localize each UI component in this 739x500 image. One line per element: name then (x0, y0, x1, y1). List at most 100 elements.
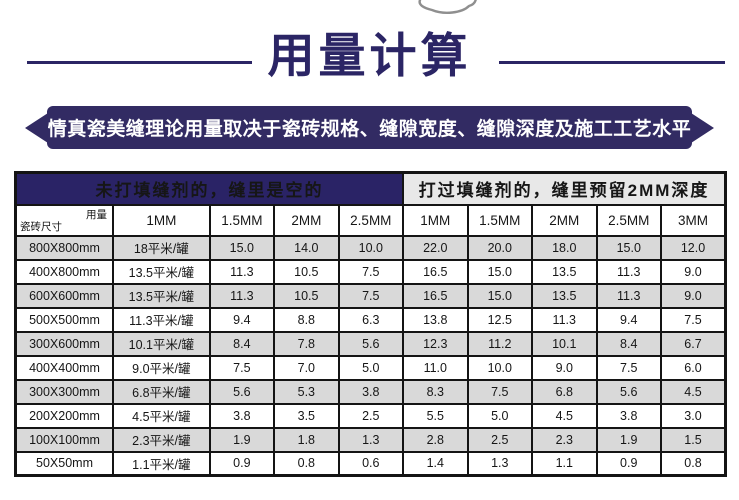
usage-label: 用量 (86, 208, 108, 221)
table-row: 300X300mm 6.8平米/罐 5.6 5.3 3.8 8.3 7.5 6.8 5.6 4.5 (14, 378, 727, 405)
usage-value-cell: 2.3平米/罐 (112, 426, 211, 453)
usage-value-cell: 7.5 (337, 258, 405, 285)
usage-value-cell: 5.6 (595, 378, 662, 405)
usage-value-cell: 5.6 (208, 378, 276, 405)
corner-header: 用量 瓷砖尺寸 (14, 203, 115, 237)
usage-value-cell: 15.0 (466, 258, 534, 285)
tile-size-cell: 500X500mm (14, 306, 115, 333)
usage-table: 未打填缝剂的，缝里是空的 打过填缝剂的，缝里预留2MM深度 用量 瓷砖尺寸 1M… (14, 171, 727, 477)
usage-value-cell: 11.3 (595, 282, 662, 309)
table-row: 800X800mm 18平米/罐 15.0 14.0 10.0 22.0 20.0 18.0 1… (14, 234, 727, 261)
title-line-right (499, 61, 725, 64)
usage-value-cell: 13.5 (531, 258, 598, 285)
usage-value-cell: 20.0 (466, 234, 534, 261)
usage-value-cell: 1.9 (595, 426, 662, 453)
usage-value-cell: 8.8 (273, 306, 340, 333)
usage-value-cell: 1.9 (208, 426, 276, 453)
usage-value-cell: 6.8 (531, 378, 598, 405)
section-header-row: 未打填缝剂的，缝里是空的 打过填缝剂的，缝里预留2MM深度 (14, 171, 727, 206)
usage-value-cell: 11.3 (595, 258, 662, 285)
usage-value-cell: 4.5 (531, 402, 598, 429)
usage-value-cell: 8.3 (402, 378, 469, 405)
table-row: 400X400mm 9.0平米/罐 7.5 7.0 5.0 11.0 10.0 9.0 7.5 6… (14, 354, 727, 381)
table-row: 300X600mm 10.1平米/罐 8.4 7.8 5.6 12.3 11.2 10.1 8.… (14, 330, 727, 357)
usage-value-cell: 11.3 (208, 258, 276, 285)
usage-value-cell: 3.0 (659, 402, 727, 429)
usage-value-cell: 5.6 (337, 330, 405, 357)
column-header: 1MM (112, 203, 211, 237)
usage-value-cell: 10.0 (337, 234, 405, 261)
usage-value-cell: 3.8 (337, 378, 405, 405)
usage-value-cell: 6.8平米/罐 (112, 378, 211, 405)
tile-size-cell: 200X200mm (14, 402, 115, 429)
banner-text: 友情真瓷美缝理论用量取决于瓷砖规格、缝隙宽度、缝隙深度及施工工艺水平。 (28, 119, 711, 140)
usage-value-cell: 2.8 (402, 426, 469, 453)
usage-value-cell: 15.0 (208, 234, 276, 261)
usage-value-cell: 4.5平米/罐 (112, 402, 211, 429)
usage-value-cell: 18.0 (531, 234, 598, 261)
usage-value-cell: 2.5 (466, 426, 534, 453)
usage-value-cell: 5.0 (466, 402, 534, 429)
usage-value-cell: 0.9 (208, 450, 276, 477)
usage-value-cell: 7.5 (659, 306, 727, 333)
column-header: 1MM (402, 203, 469, 237)
usage-value-cell: 12.3 (402, 330, 469, 357)
usage-value-cell: 11.2 (466, 330, 534, 357)
usage-value-cell: 0.8 (659, 450, 727, 477)
usage-value-cell: 3.8 (208, 402, 276, 429)
table-row: 400X800mm 13.5平米/罐 11.3 10.5 7.5 16.5 15.0 13.5… (14, 258, 727, 285)
usage-value-cell: 18平米/罐 (112, 234, 211, 261)
tile-size-cell: 300X600mm (14, 330, 115, 357)
usage-value-cell: 1.1平米/罐 (112, 450, 211, 477)
usage-value-cell: 11.0 (402, 354, 469, 381)
tile-size-cell: 600X600mm (14, 282, 115, 309)
usage-value-cell: 16.5 (402, 282, 469, 309)
usage-value-cell: 4.5 (659, 378, 727, 405)
usage-value-cell: 15.0 (595, 234, 662, 261)
usage-value-cell: 8.4 (208, 330, 276, 357)
usage-value-cell: 7.5 (337, 282, 405, 309)
tile-size-cell: 800X800mm (14, 234, 115, 261)
usage-value-cell: 13.8 (402, 306, 469, 333)
usage-value-cell: 12.0 (659, 234, 727, 261)
intro-banner: 友情真瓷美缝理论用量取决于瓷砖规格、缝隙宽度、缝隙深度及施工工艺水平。 (28, 106, 710, 149)
usage-value-cell: 1.1 (531, 450, 598, 477)
usage-value-cell: 1.3 (466, 450, 534, 477)
column-header: 2MM (273, 203, 340, 237)
table-row: 100X100mm 2.3平米/罐 1.9 1.8 1.3 2.8 2.5 2.3 1.9 1.5 (14, 426, 727, 453)
usage-value-cell: 13.5平米/罐 (112, 258, 211, 285)
usage-value-cell: 5.5 (402, 402, 469, 429)
usage-value-cell: 15.0 (466, 282, 534, 309)
column-header: 3MM (659, 203, 727, 237)
usage-value-cell: 13.5 (531, 282, 598, 309)
usage-value-cell: 9.0 (531, 354, 598, 381)
usage-value-cell: 6.0 (659, 354, 727, 381)
usage-value-cell: 1.5 (659, 426, 727, 453)
column-header-row: 用量 瓷砖尺寸 1MM 1.5MM 2MM 2.5MM 1MM 1.5MM 2M… (14, 203, 727, 237)
tile-size-cell: 100X100mm (14, 426, 115, 453)
usage-value-cell: 5.3 (273, 378, 340, 405)
usage-value-cell: 5.0 (337, 354, 405, 381)
title-line-left (27, 61, 252, 64)
usage-value-cell: 10.1 (531, 330, 598, 357)
table-row: 200X200mm 4.5平米/罐 3.8 3.5 2.5 5.5 5.0 4.5 3.8 3.0 (14, 402, 727, 429)
usage-value-cell: 2.5 (337, 402, 405, 429)
page-title: 用量计算 (267, 29, 472, 82)
usage-value-cell: 10.5 (273, 282, 340, 309)
column-header: 2MM (531, 203, 598, 237)
tile-size-cell: 300X300mm (14, 378, 115, 405)
usage-value-cell: 7.5 (595, 354, 662, 381)
table-row: 600X600mm 13.5平米/罐 11.3 10.5 7.5 16.5 15.0 13.5… (14, 282, 727, 309)
usage-value-cell: 6.7 (659, 330, 727, 357)
usage-value-cell: 8.4 (595, 330, 662, 357)
usage-value-cell: 22.0 (402, 234, 469, 261)
usage-value-cell: 16.5 (402, 258, 469, 285)
section-header-unfilled: 未打填缝剂的，缝里是空的 (14, 171, 405, 206)
usage-value-cell: 10.0 (466, 354, 534, 381)
usage-value-cell: 0.6 (337, 450, 405, 477)
usage-value-cell: 7.0 (273, 354, 340, 381)
usage-value-cell: 7.5 (208, 354, 276, 381)
tile-size-cell: 50X50mm (14, 450, 115, 477)
table-row: 50X50mm 1.1平米/罐 0.9 0.8 0.6 1.4 1.3 1.1 0.9 0.8 (14, 450, 727, 477)
usage-value-cell: 0.9 (595, 450, 662, 477)
